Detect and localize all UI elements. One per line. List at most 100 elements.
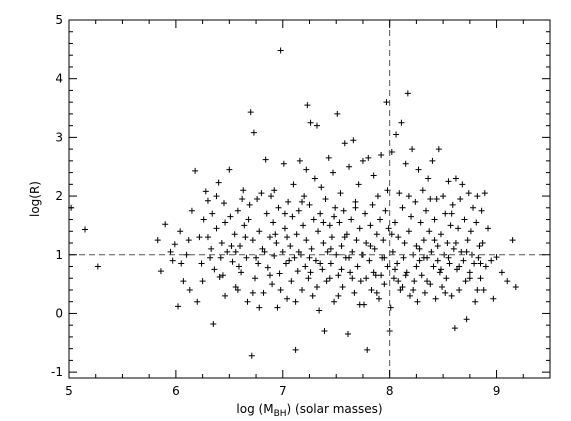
y-tick-label: 5 xyxy=(55,13,63,27)
data-point xyxy=(328,234,335,241)
data-point xyxy=(324,248,331,255)
data-point xyxy=(363,240,370,247)
data-point xyxy=(414,298,421,305)
data-point xyxy=(317,210,324,217)
data-point xyxy=(162,221,169,228)
data-point xyxy=(274,304,281,311)
data-point xyxy=(474,193,481,200)
data-point xyxy=(224,248,231,255)
data-point xyxy=(393,131,400,138)
data-point xyxy=(186,286,193,293)
data-point xyxy=(504,278,511,285)
data-point xyxy=(311,175,318,182)
data-point xyxy=(404,90,411,97)
data-point xyxy=(434,242,441,249)
data-point xyxy=(254,196,261,202)
data-point xyxy=(219,272,226,279)
data-point xyxy=(442,210,449,217)
data-point xyxy=(281,225,288,232)
data-point xyxy=(426,228,433,235)
data-point xyxy=(279,248,286,255)
x-tick-label: 5 xyxy=(65,384,73,398)
data-point xyxy=(459,181,466,188)
data-point xyxy=(446,260,453,267)
data-point xyxy=(321,328,328,335)
data-point xyxy=(392,266,399,273)
data-point xyxy=(485,225,492,232)
data-point xyxy=(323,278,330,285)
data-point xyxy=(371,245,378,252)
data-point xyxy=(312,257,319,264)
data-point xyxy=(341,140,348,147)
data-point xyxy=(346,254,353,261)
data-point xyxy=(213,225,220,232)
data-point xyxy=(235,263,242,270)
data-point xyxy=(381,281,388,288)
data-point xyxy=(341,234,348,241)
data-point xyxy=(437,231,444,238)
data-point xyxy=(348,216,355,223)
data-point xyxy=(304,102,311,109)
data-point xyxy=(204,197,211,204)
data-point xyxy=(452,175,459,182)
data-point xyxy=(353,237,360,244)
data-point xyxy=(462,278,469,285)
data-point xyxy=(251,275,258,282)
data-point xyxy=(476,242,483,249)
data-point xyxy=(477,260,484,267)
data-point xyxy=(94,263,101,270)
data-point xyxy=(411,278,418,285)
data-point xyxy=(296,157,303,164)
data-point xyxy=(327,260,334,267)
data-point xyxy=(220,200,227,207)
data-point xyxy=(467,228,474,235)
y-tick-label: 2 xyxy=(55,189,63,203)
data-point xyxy=(264,264,271,271)
data-point xyxy=(413,263,420,270)
data-point xyxy=(227,213,234,220)
data-point xyxy=(429,157,436,164)
data-point xyxy=(301,193,308,200)
data-point xyxy=(450,245,457,252)
data-point xyxy=(340,207,347,214)
data-point xyxy=(284,295,291,302)
data-point xyxy=(192,167,199,174)
reference-lines xyxy=(69,20,550,378)
data-point xyxy=(381,254,388,261)
data-point xyxy=(431,237,438,244)
data-point xyxy=(368,286,375,293)
data-point xyxy=(481,190,488,197)
data-point xyxy=(395,234,402,241)
data-point xyxy=(305,275,312,282)
data-point xyxy=(338,266,345,273)
data-point xyxy=(352,198,359,205)
data-point xyxy=(456,263,463,270)
data-point xyxy=(263,210,270,217)
data-point xyxy=(357,278,364,285)
data-point xyxy=(338,242,345,249)
data-point xyxy=(396,190,403,197)
data-point xyxy=(322,196,329,202)
data-point xyxy=(359,157,366,164)
data-point xyxy=(399,204,406,211)
data-point xyxy=(169,257,176,264)
data-point xyxy=(307,119,314,126)
data-point xyxy=(210,321,217,328)
data-point xyxy=(456,286,463,293)
data-point xyxy=(313,284,320,291)
data-point xyxy=(286,257,293,264)
data-point xyxy=(242,234,249,241)
data-point xyxy=(215,179,222,186)
data-point xyxy=(350,137,357,144)
data-point xyxy=(198,260,205,267)
data-point xyxy=(405,228,412,235)
data-point xyxy=(479,240,486,247)
data-point xyxy=(270,219,277,226)
data-point xyxy=(244,298,251,305)
data-point xyxy=(339,284,346,291)
data-point xyxy=(382,207,389,214)
data-point xyxy=(334,110,341,117)
data-point xyxy=(420,237,427,244)
data-point xyxy=(347,269,354,276)
data-point xyxy=(285,198,292,205)
